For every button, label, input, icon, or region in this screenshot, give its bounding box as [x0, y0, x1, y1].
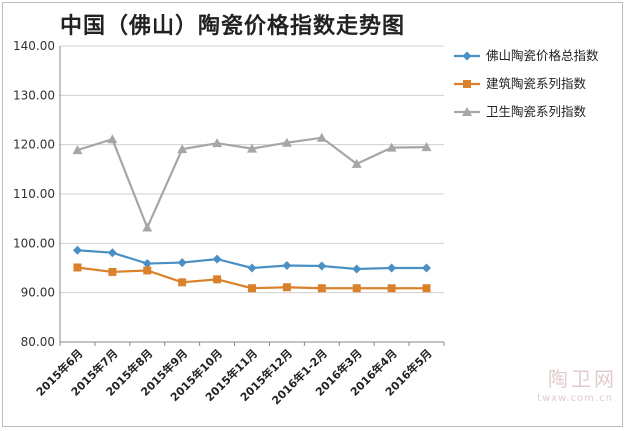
- grid-lines: [60, 45, 444, 343]
- legend-label: 卫生陶瓷系列指数: [486, 104, 587, 119]
- data-point: [107, 248, 117, 258]
- data-point: [316, 132, 327, 142]
- data-point: [177, 258, 187, 268]
- data-point: [387, 263, 397, 273]
- data-point: [352, 284, 361, 293]
- data-point: [142, 259, 152, 269]
- y-tick-label: 80.00: [21, 335, 55, 349]
- chart-frame: [2, 2, 623, 427]
- data-point: [422, 263, 432, 273]
- x-axis: 2015年6月2015年7月2015年8月2015年9月2015年10月2015…: [33, 341, 445, 407]
- data-point: [282, 261, 292, 271]
- data-point: [386, 142, 397, 152]
- data-point: [422, 284, 431, 293]
- data-point: [107, 134, 118, 144]
- data-point: [463, 80, 471, 88]
- data-point: [72, 245, 82, 255]
- y-tick-label: 140.00: [13, 39, 55, 53]
- data-point: [317, 284, 326, 293]
- data-point: [213, 275, 222, 284]
- data-point: [317, 261, 327, 271]
- watermark-logo: 陶卫网 twxw.com.cn: [457, 363, 617, 425]
- y-tick-label: 90.00: [21, 286, 55, 300]
- data-point: [143, 266, 152, 275]
- data-point: [108, 267, 117, 276]
- legend-label: 佛山陶瓷价格总指数: [486, 48, 599, 63]
- legend-label: 建筑陶瓷系列指数: [486, 76, 587, 91]
- watermark-subtext: twxw.com.cn: [537, 393, 613, 404]
- data-point: [281, 137, 292, 147]
- watermark-text: 陶卫网: [548, 367, 617, 391]
- chart-title: 中国（佛山）陶瓷价格指数走势图: [60, 14, 406, 39]
- data-point: [73, 263, 82, 272]
- data-point: [462, 51, 472, 61]
- data-point: [387, 284, 396, 293]
- data-point: [247, 263, 257, 273]
- legend-item-3: 卫生陶瓷系列指数: [454, 104, 587, 119]
- data-point: [72, 145, 83, 155]
- y-tick-label: 130.00: [13, 88, 55, 102]
- series-3: [72, 132, 432, 232]
- y-tick-label: 110.00: [13, 187, 55, 201]
- data-point: [351, 158, 362, 168]
- data-point: [352, 264, 362, 274]
- y-tick-label: 100.00: [13, 236, 55, 250]
- data-point: [248, 284, 256, 293]
- data-point: [212, 138, 223, 148]
- data-point: [421, 142, 432, 152]
- series-2: [73, 263, 431, 293]
- data-point: [142, 222, 153, 232]
- data-point: [177, 144, 188, 154]
- legend-item-2: 建筑陶瓷系列指数: [454, 76, 587, 91]
- y-axis: 80.00 90.00 100.00 110.00 120.00 130.00 140.00: [13, 39, 61, 349]
- data-point: [178, 278, 187, 287]
- series-group: [72, 132, 432, 293]
- data-point: [212, 254, 222, 264]
- data-point: [247, 143, 257, 153]
- data-point: [462, 107, 472, 116]
- series-1: [72, 245, 432, 274]
- legend-item-1: 佛山陶瓷价格总指数: [454, 48, 599, 63]
- y-tick-label: 120.00: [13, 138, 55, 152]
- data-point: [282, 283, 291, 292]
